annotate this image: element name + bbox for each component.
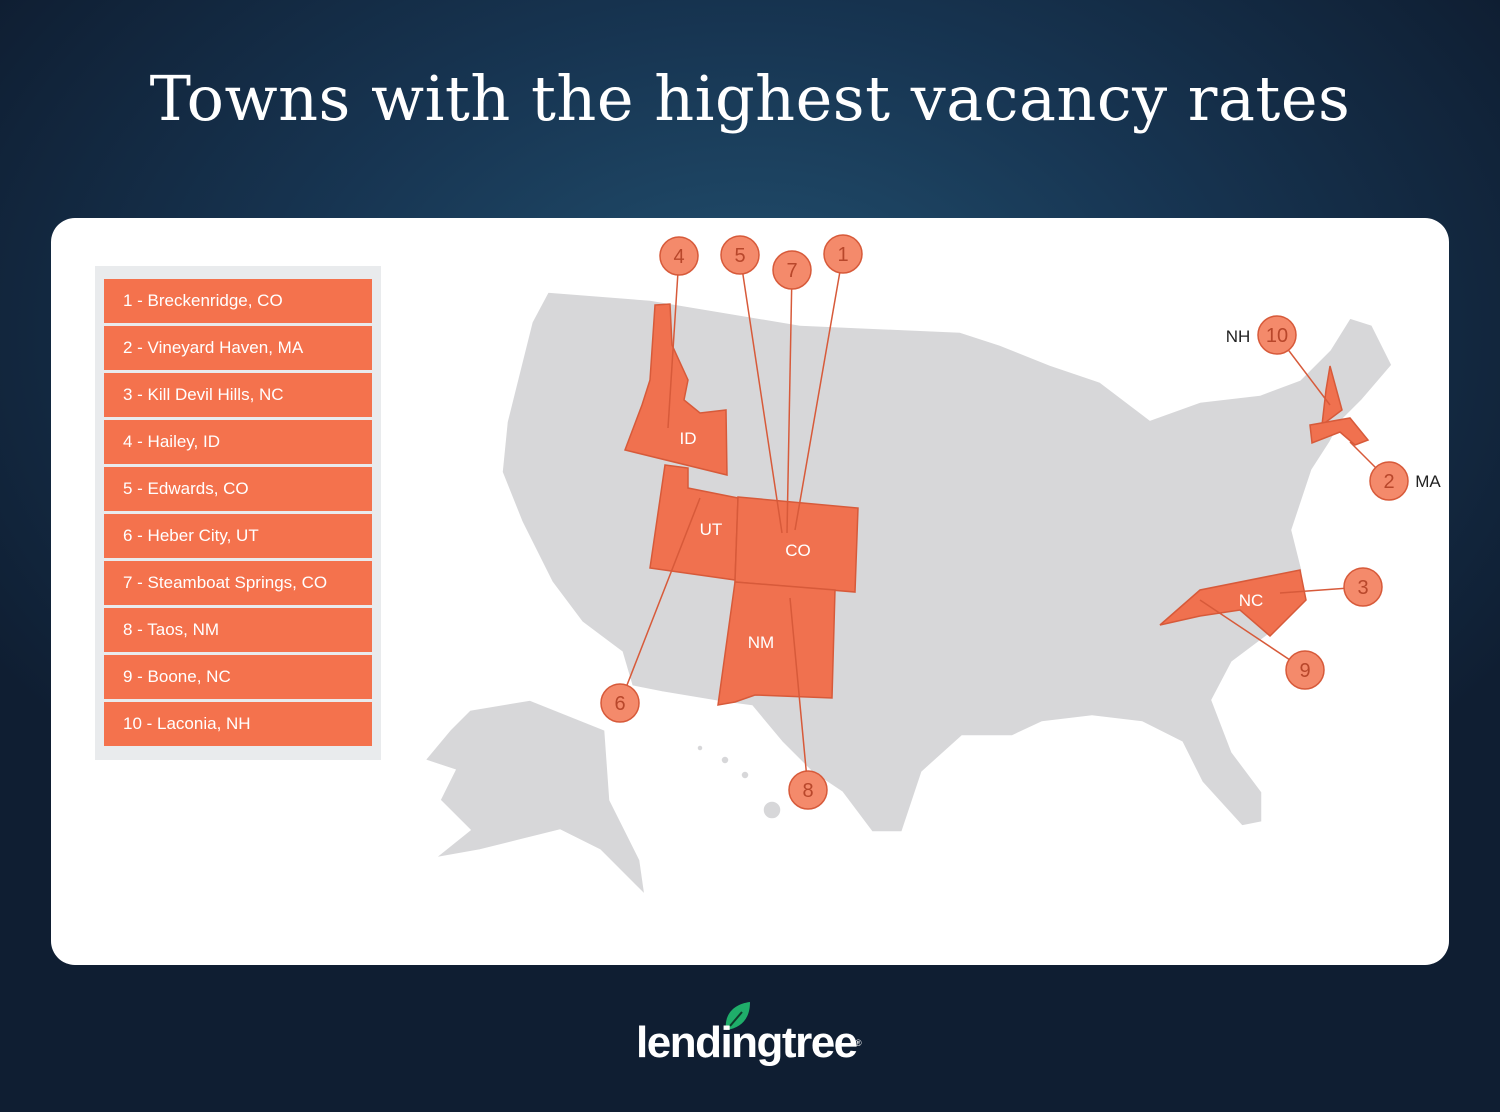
rank-marker bbox=[1285, 650, 1325, 690]
logo-text: lendingtree bbox=[636, 1018, 858, 1067]
legend-item: 2 - Vineyard Haven, MA bbox=[104, 326, 372, 370]
legend-item: 7 - Steamboat Springs, CO bbox=[104, 561, 372, 605]
rank-marker bbox=[659, 236, 699, 276]
state-massachusetts bbox=[1309, 417, 1370, 446]
state-new-mexico bbox=[717, 581, 836, 706]
rank-marker-label: 4 bbox=[673, 246, 684, 268]
legend-item: 4 - Hailey, ID bbox=[104, 420, 372, 464]
rank-marker-label: 5 bbox=[734, 245, 745, 267]
legend-item: 3 - Kill Devil Hills, NC bbox=[104, 373, 372, 417]
state-label: CO bbox=[785, 541, 811, 560]
ranking-legend: 1 - Breckenridge, CO 2 - Vineyard Haven,… bbox=[95, 266, 381, 760]
hawaii bbox=[740, 770, 750, 780]
rank-marker bbox=[772, 250, 812, 290]
callout-line bbox=[739, 254, 783, 534]
rank-marker-label: 10 bbox=[1266, 325, 1288, 347]
callout-line bbox=[619, 497, 701, 704]
state-label: NC bbox=[1239, 591, 1264, 610]
rank-marker-label: 8 bbox=[802, 780, 813, 802]
state-colorado bbox=[734, 496, 859, 593]
state-label: MA bbox=[1415, 472, 1441, 491]
legend-item: 6 - Heber City, UT bbox=[104, 514, 372, 558]
legend-item: 8 - Taos, NM bbox=[104, 608, 372, 652]
rank-marker-label: 1 bbox=[837, 244, 848, 266]
rank-marker-label: 2 bbox=[1383, 471, 1394, 493]
state-label: ID bbox=[680, 429, 697, 448]
rank-marker-label: 7 bbox=[786, 260, 797, 282]
hawaii bbox=[720, 755, 730, 765]
callout-line bbox=[789, 597, 809, 791]
page-title: Towns with the highest vacancy rates bbox=[149, 62, 1351, 135]
state-idaho bbox=[623, 303, 728, 476]
rank-marker-label: 6 bbox=[614, 693, 625, 715]
state-label: UT bbox=[700, 520, 723, 539]
hawaii bbox=[696, 744, 704, 752]
rank-marker bbox=[1369, 461, 1409, 501]
registered-mark: ® bbox=[855, 1038, 862, 1048]
rank-marker bbox=[1343, 567, 1383, 607]
rank-marker bbox=[600, 683, 640, 723]
callout-line bbox=[786, 269, 793, 534]
rank-marker bbox=[1257, 315, 1297, 355]
rank-marker bbox=[720, 235, 760, 275]
rank-marker bbox=[788, 770, 828, 810]
lendingtree-logo: lendingtree ® bbox=[636, 1000, 876, 1080]
leaf-icon bbox=[725, 1002, 750, 1030]
legend-item: 5 - Edwards, CO bbox=[104, 467, 372, 511]
legend-item: 10 - Laconia, NH bbox=[104, 702, 372, 746]
callout-line bbox=[667, 255, 680, 429]
state-north-carolina bbox=[1159, 569, 1307, 638]
state-label: NH bbox=[1226, 327, 1251, 346]
alaska bbox=[423, 699, 647, 898]
rank-marker bbox=[823, 234, 863, 274]
legend-item: 1 - Breckenridge, CO bbox=[104, 279, 372, 323]
us-lower48 bbox=[501, 291, 1393, 833]
callout-line bbox=[1199, 599, 1306, 671]
state-label: NM bbox=[748, 633, 774, 652]
rank-marker-label: 9 bbox=[1299, 660, 1310, 682]
callout-line bbox=[794, 253, 844, 531]
legend-item: 9 - Boone, NC bbox=[104, 655, 372, 699]
hawaii bbox=[762, 800, 782, 820]
rank-marker-label: 3 bbox=[1357, 577, 1368, 599]
